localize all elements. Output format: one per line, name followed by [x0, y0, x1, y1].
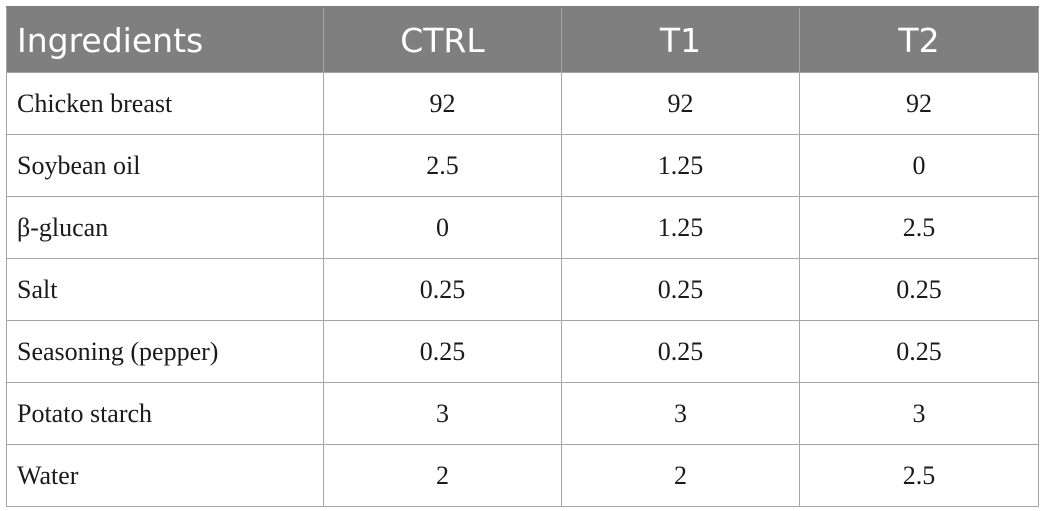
- header-t2: T2: [799, 6, 1039, 73]
- ctrl-value: 2: [323, 444, 562, 507]
- table-header: Ingredients CTRL T1 T2: [6, 6, 1039, 73]
- ingredient-name: Salt: [6, 258, 324, 321]
- table-row: β-glucan 0 1.25 2.5: [6, 196, 1039, 259]
- ctrl-value: 0: [323, 196, 562, 259]
- t2-value: 3: [799, 382, 1039, 445]
- table-row: Soybean oil 2.5 1.25 0: [6, 134, 1039, 197]
- table-row: Chicken breast 92 92 92: [6, 72, 1039, 135]
- t1-value: 92: [561, 72, 800, 135]
- ctrl-value: 92: [323, 72, 562, 135]
- t1-value: 1.25: [561, 196, 800, 259]
- t1-value: 2: [561, 444, 800, 507]
- header-ingredients: Ingredients: [6, 6, 324, 73]
- t1-value: 3: [561, 382, 800, 445]
- ingredients-table-container: Ingredients CTRL T1 T2 Chicken breast 92…: [6, 6, 1039, 507]
- ingredients-table: Ingredients CTRL T1 T2 Chicken breast 92…: [6, 6, 1039, 507]
- ctrl-value: 3: [323, 382, 562, 445]
- table-row: Salt 0.25 0.25 0.25: [6, 258, 1039, 321]
- ingredient-name: Soybean oil: [6, 134, 324, 197]
- ctrl-value: 0.25: [323, 320, 562, 383]
- t1-value: 0.25: [561, 258, 800, 321]
- table-row: Water 2 2 2.5: [6, 444, 1039, 507]
- t2-value: 2.5: [799, 196, 1039, 259]
- t2-value: 0.25: [799, 258, 1039, 321]
- t2-value: 2.5: [799, 444, 1039, 507]
- ingredient-name: Seasoning (pepper): [6, 320, 324, 383]
- header-row: Ingredients CTRL T1 T2: [6, 6, 1039, 73]
- t2-value: 0.25: [799, 320, 1039, 383]
- table-body: Chicken breast 92 92 92 Soybean oil 2.5 …: [6, 72, 1039, 507]
- table-row: Potato starch 3 3 3: [6, 382, 1039, 445]
- ingredient-name: Potato starch: [6, 382, 324, 445]
- ingredient-name: Water: [6, 444, 324, 507]
- t2-value: 92: [799, 72, 1039, 135]
- t2-value: 0: [799, 134, 1039, 197]
- ingredient-name: β-glucan: [6, 196, 324, 259]
- header-t1: T1: [561, 6, 800, 73]
- ctrl-value: 2.5: [323, 134, 562, 197]
- table-row: Seasoning (pepper) 0.25 0.25 0.25: [6, 320, 1039, 383]
- t1-value: 1.25: [561, 134, 800, 197]
- ingredient-name: Chicken breast: [6, 72, 324, 135]
- t1-value: 0.25: [561, 320, 800, 383]
- header-ctrl: CTRL: [323, 6, 562, 73]
- ctrl-value: 0.25: [323, 258, 562, 321]
